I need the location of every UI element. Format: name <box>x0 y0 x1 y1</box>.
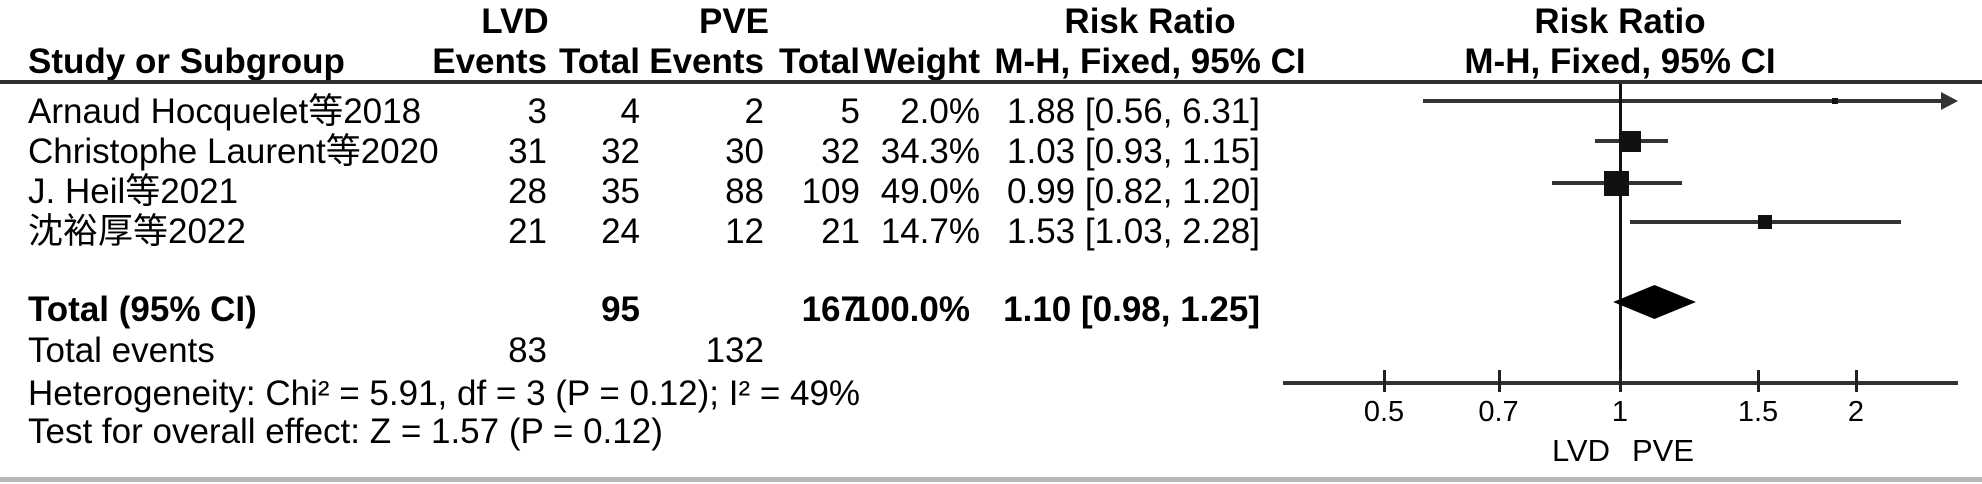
heterogeneity-text: Heterogeneity: Chi² = 5.91, df = 3 (P = … <box>28 374 861 413</box>
effect-square <box>1604 170 1630 196</box>
table-rr-method-header: M-H, Fixed, 95% CI <box>994 42 1306 81</box>
lvd-total-cell: 32 <box>601 132 640 171</box>
axis-tick-label: 1.5 <box>1737 396 1779 428</box>
lvd-events-cell: 28 <box>508 172 547 211</box>
rr-ci-cell: 0.99 [0.82, 1.20] <box>1007 172 1260 211</box>
lvd-total-cell: 35 <box>601 172 640 211</box>
weight-cell: 2.0% <box>900 92 980 131</box>
axis-tick-label: 2 <box>1847 396 1865 428</box>
plot-rr-method-header: M-H, Fixed, 95% CI <box>1464 42 1776 81</box>
weight-cell: 49.0% <box>880 172 980 211</box>
rr-ci-cell: 1.03 [0.93, 1.15] <box>1007 132 1260 171</box>
total-weight: 100.0% <box>851 290 970 329</box>
axis-tick <box>1855 370 1858 392</box>
arrow-right-icon <box>1941 92 1959 110</box>
weight-header: Weight <box>863 42 980 81</box>
pve-total-cell: 21 <box>821 212 860 251</box>
total-label: Total (95% CI) <box>28 290 257 329</box>
total-events-pve: 132 <box>705 331 764 370</box>
effect-square <box>1757 215 1772 229</box>
axis-tick-label: 1 <box>1611 396 1629 428</box>
study-name: Arnaud Hocquelet等2018 <box>28 92 422 131</box>
lvd-events-cell: 31 <box>508 132 547 171</box>
axis-left-group-label: LVD <box>1551 433 1610 468</box>
weight-cell: 14.7% <box>880 212 980 251</box>
group1-header: LVD <box>481 2 549 41</box>
study-column-header: Study or Subgroup <box>28 42 345 81</box>
lvd-events-header: Events <box>432 42 547 81</box>
axis-tick <box>1757 370 1761 392</box>
total-events-label: Total events <box>28 331 215 370</box>
overall-effect-text: Test for overall effect: Z = 1.57 (P = 0… <box>28 412 663 451</box>
ci-line <box>1422 99 1943 103</box>
total-lvd-total: 95 <box>601 290 640 329</box>
plot-risk-ratio-title: Risk Ratio <box>1534 2 1706 41</box>
axis-right-group-label: PVE <box>1632 433 1695 468</box>
total-pve-total: 167 <box>801 290 860 329</box>
lvd-total-header: Total <box>558 42 640 81</box>
study-name: 沈裕厚等2022 <box>28 212 246 251</box>
rr-ci-cell: 1.88 [0.56, 6.31] <box>1007 92 1260 131</box>
rr-ci-cell: 1.53 [1.03, 2.28] <box>1007 212 1260 251</box>
pve-events-cell: 88 <box>725 172 764 211</box>
lvd-total-cell: 4 <box>620 92 640 131</box>
effect-square <box>1619 130 1641 152</box>
effect-square <box>1831 98 1838 104</box>
weight-cell: 34.3% <box>880 132 980 171</box>
study-name: J. Heil等2021 <box>28 172 239 211</box>
axis-tick <box>1497 370 1501 392</box>
figure-bottom-border <box>0 477 1982 482</box>
axis-tick <box>1382 370 1386 392</box>
total-events-lvd: 83 <box>508 331 547 370</box>
pve-events-cell: 12 <box>725 212 764 251</box>
pve-total-cell: 32 <box>821 132 860 171</box>
total-rr-text: 1.10 [0.98, 1.25] <box>1003 290 1260 329</box>
group2-header: PVE <box>698 2 770 41</box>
pve-events-cell: 30 <box>725 132 764 171</box>
pve-total-header: Total <box>778 42 860 81</box>
pve-total-cell: 109 <box>801 172 860 211</box>
study-name: Christophe Laurent等2020 <box>28 132 439 171</box>
lvd-total-cell: 24 <box>601 212 640 251</box>
header-rule <box>0 80 1982 84</box>
table-risk-ratio-title: Risk Ratio <box>1064 2 1236 41</box>
pooled-diamond <box>1613 285 1696 319</box>
no-effect-line <box>1619 84 1622 385</box>
axis-tick <box>1619 370 1622 392</box>
lvd-events-cell: 3 <box>527 92 547 131</box>
axis-tick-label: 0.7 <box>1478 396 1519 428</box>
pve-events-header: Events <box>649 42 764 81</box>
lvd-events-cell: 21 <box>508 212 547 251</box>
pve-total-cell: 5 <box>840 92 860 131</box>
axis-tick-label: 0.5 <box>1363 396 1405 428</box>
pve-events-cell: 2 <box>744 92 764 131</box>
